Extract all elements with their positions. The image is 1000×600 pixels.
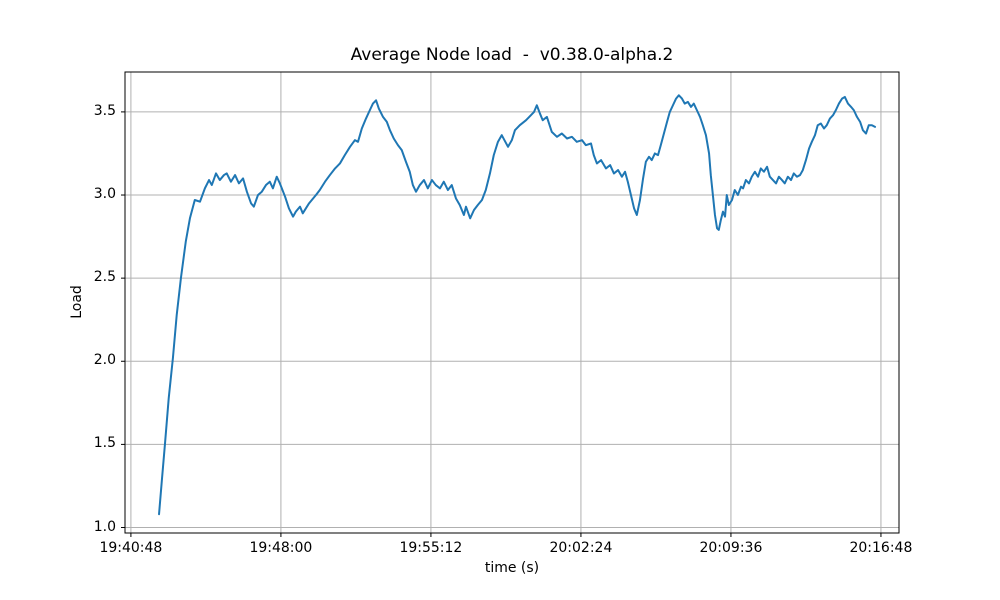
y-tick-label: 1.5: [93, 435, 116, 452]
x-tick-label: 20:02:24: [549, 540, 613, 556]
y-tick-label: 3.0: [93, 186, 116, 203]
series-line-average-node-load: [158, 94, 877, 516]
x-tick-label: 19:40:48: [99, 540, 163, 556]
x-tick-label: 19:55:12: [399, 540, 463, 556]
x-tick-label: 20:09:36: [699, 540, 763, 556]
y-tick-label: 3.5: [93, 102, 116, 119]
y-tick-label: 2.5: [93, 269, 116, 286]
x-tick-label: 19:48:00: [249, 540, 313, 556]
x-tick-label: 20:16:48: [849, 540, 913, 556]
y-axis-label: Load: [69, 285, 85, 319]
chart-title: Average Node load - v0.38.0-alpha.2: [350, 45, 674, 65]
y-tick-label: 2.0: [93, 352, 116, 369]
x-axis-label: time (s): [484, 560, 540, 576]
axes-frame: [124, 71, 900, 534]
y-tick-label: 1.0: [93, 518, 116, 535]
